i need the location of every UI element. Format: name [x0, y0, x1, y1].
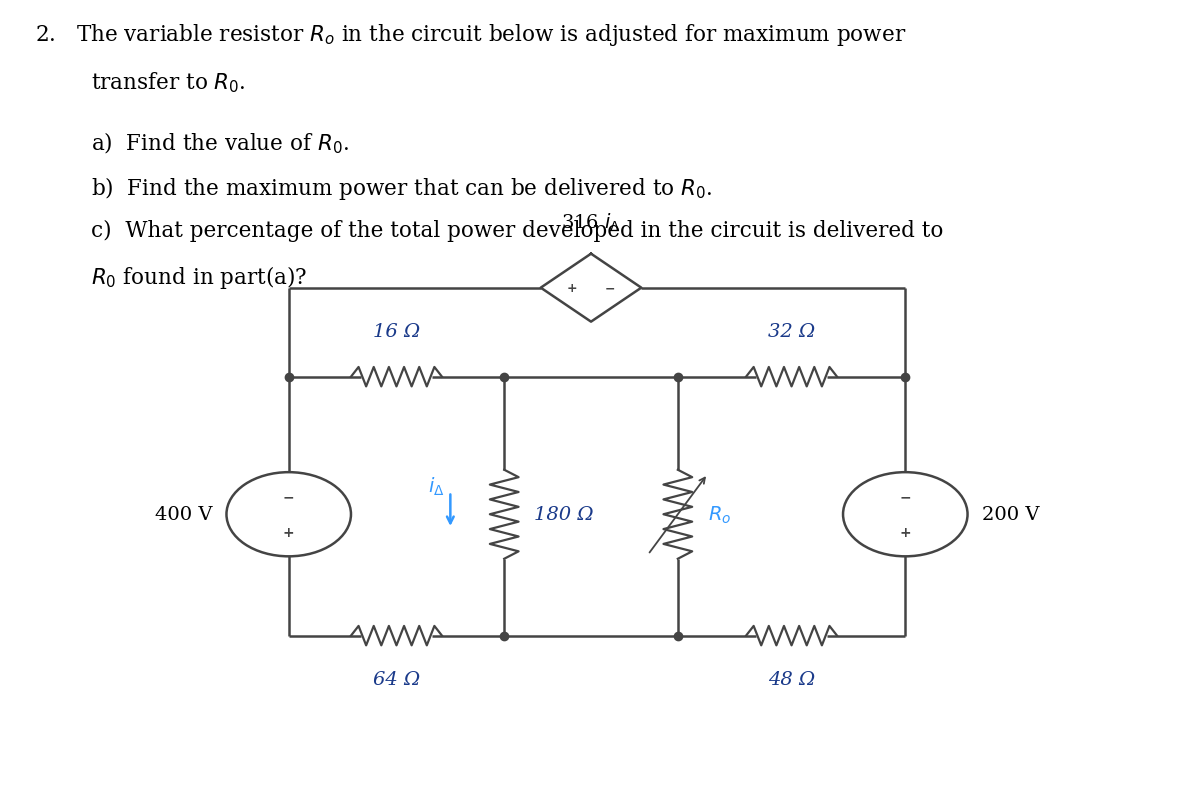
- Text: transfer to $R_0$.: transfer to $R_0$.: [91, 70, 246, 95]
- Text: b)  Find the maximum power that can be delivered to $R_0$.: b) Find the maximum power that can be de…: [91, 175, 713, 202]
- Text: −: −: [283, 490, 294, 504]
- Text: 32 Ω: 32 Ω: [768, 323, 815, 341]
- Text: 16 Ω: 16 Ω: [373, 323, 420, 341]
- Text: 316 $i_\Delta$: 316 $i_\Delta$: [562, 212, 622, 234]
- Text: +: +: [283, 526, 294, 539]
- Text: 64 Ω: 64 Ω: [373, 670, 420, 688]
- Text: 2.   The variable resistor $R_o$ in the circuit below is adjusted for maximum po: 2. The variable resistor $R_o$ in the ci…: [35, 22, 906, 48]
- Text: 48 Ω: 48 Ω: [768, 670, 815, 688]
- Text: $i_\Delta$: $i_\Delta$: [427, 475, 444, 497]
- Text: +: +: [566, 281, 577, 295]
- Text: c)  What percentage of the total power developed in the circuit is delivered to: c) What percentage of the total power de…: [91, 220, 943, 242]
- Text: $R_0$ found in part(a)?: $R_0$ found in part(a)?: [91, 264, 307, 291]
- Text: $R_o$: $R_o$: [708, 504, 731, 526]
- Text: +: +: [900, 526, 911, 539]
- Text: 400 V: 400 V: [155, 505, 212, 524]
- Text: a)  Find the value of $R_0$.: a) Find the value of $R_0$.: [91, 131, 349, 156]
- Text: 180 Ω: 180 Ω: [534, 505, 594, 524]
- Text: −: −: [900, 490, 911, 504]
- Text: −: −: [605, 281, 616, 295]
- Text: 200 V: 200 V: [982, 505, 1039, 524]
